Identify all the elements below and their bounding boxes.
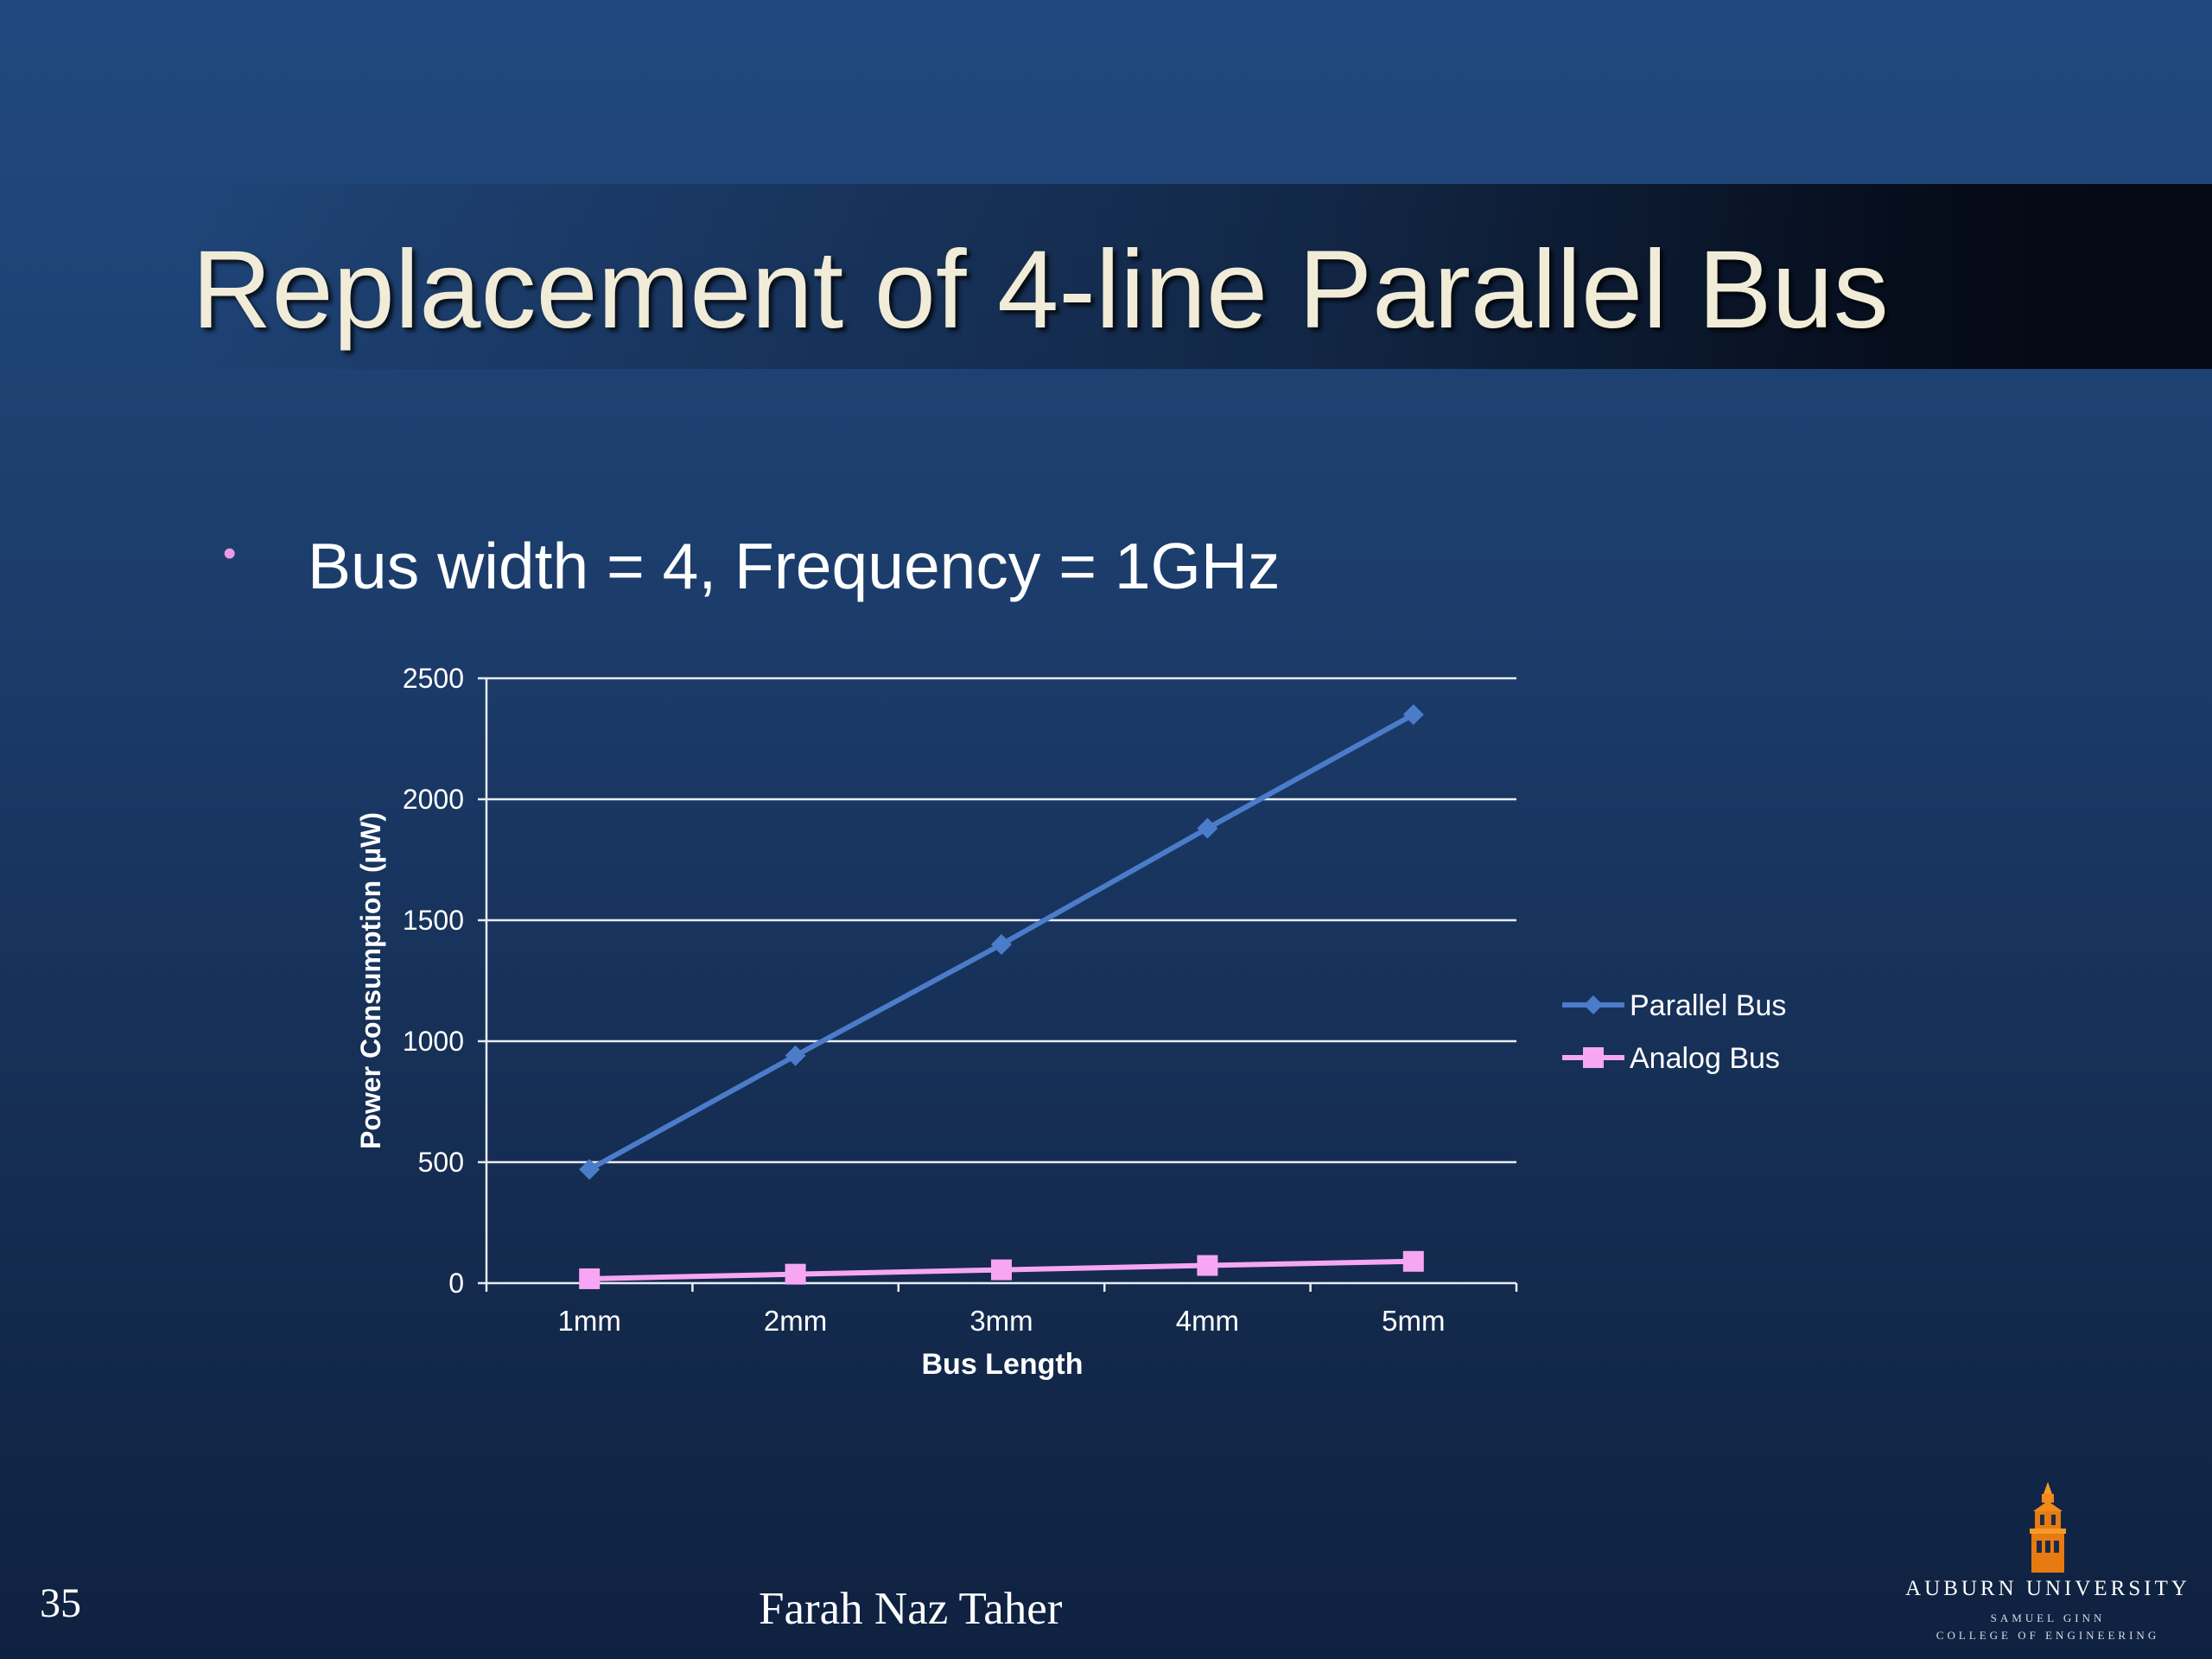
y-axis-title: Power Consumption (µW) <box>355 812 386 1149</box>
gridlines <box>486 677 1516 1285</box>
point-analog-bus-4mm <box>1197 1255 1218 1276</box>
logo-university-name: AUBURN UNIVERSITY <box>1905 1577 2190 1600</box>
point-parallel-bus-3mm <box>991 934 1012 955</box>
point-analog-bus-2mm <box>785 1263 806 1285</box>
legend: Parallel Bus Analog Bus <box>1562 989 1786 1075</box>
x-tick-label-3mm: 3mm <box>969 1305 1033 1337</box>
point-parallel-bus-4mm <box>1197 817 1218 839</box>
author-name: Farah Naz Taher <box>759 1584 1063 1634</box>
tower-icon <box>2030 1482 2066 1573</box>
logo-subtitle-2: COLLEGE OF ENGINEERING <box>1936 1629 2160 1642</box>
bullet-dot: • <box>223 532 237 575</box>
legend-label-analog-bus: Analog Bus <box>1630 1042 1780 1075</box>
x-tick-label-1mm: 1mm <box>558 1305 621 1337</box>
point-parallel-bus-5mm <box>1402 704 1424 725</box>
legend-label-parallel-bus: Parallel Bus <box>1630 989 1786 1022</box>
slide-number: 35 <box>40 1580 81 1626</box>
y-tick-label-2500: 2500 <box>403 663 464 694</box>
y-tick-label-1500: 1500 <box>403 905 464 936</box>
y-tick-label-0: 0 <box>448 1268 464 1299</box>
series <box>579 704 1424 1289</box>
bullet-text: Bus width = 4, Frequency = 1GHz <box>308 530 1281 602</box>
x-axis-title: Bus Length <box>922 1348 1084 1381</box>
y-tick-label-1000: 1000 <box>403 1026 464 1057</box>
point-parallel-bus-1mm <box>579 1159 601 1180</box>
axes: 0 500 1000 1500 2000 2500 1mm 2mm 3mm 4mm 5mm <box>403 663 1518 1337</box>
legend-marker-analog-bus <box>1583 1047 1604 1068</box>
point-analog-bus-5mm <box>1402 1250 1424 1272</box>
x-tick-label-4mm: 4mm <box>1176 1305 1239 1337</box>
y-tick-label-500: 500 <box>418 1147 464 1178</box>
legend-marker-parallel-bus <box>1584 995 1603 1014</box>
x-tick-label-2mm: 2mm <box>764 1305 827 1337</box>
logo-subtitle-1: SAMUEL GINN <box>1990 1611 2106 1624</box>
university-logo: AUBURN UNIVERSITY SAMUEL GINN COLLEGE OF… <box>1892 1482 2203 1655</box>
point-parallel-bus-2mm <box>785 1045 806 1066</box>
title-band <box>181 184 2212 369</box>
point-analog-bus-1mm <box>579 1268 601 1289</box>
slide-title: Replacement of 4-line Parallel Bus <box>192 228 1889 352</box>
point-analog-bus-3mm <box>991 1259 1012 1281</box>
y-tick-label-2000: 2000 <box>403 784 464 815</box>
x-tick-label-5mm: 5mm <box>1382 1305 1445 1337</box>
